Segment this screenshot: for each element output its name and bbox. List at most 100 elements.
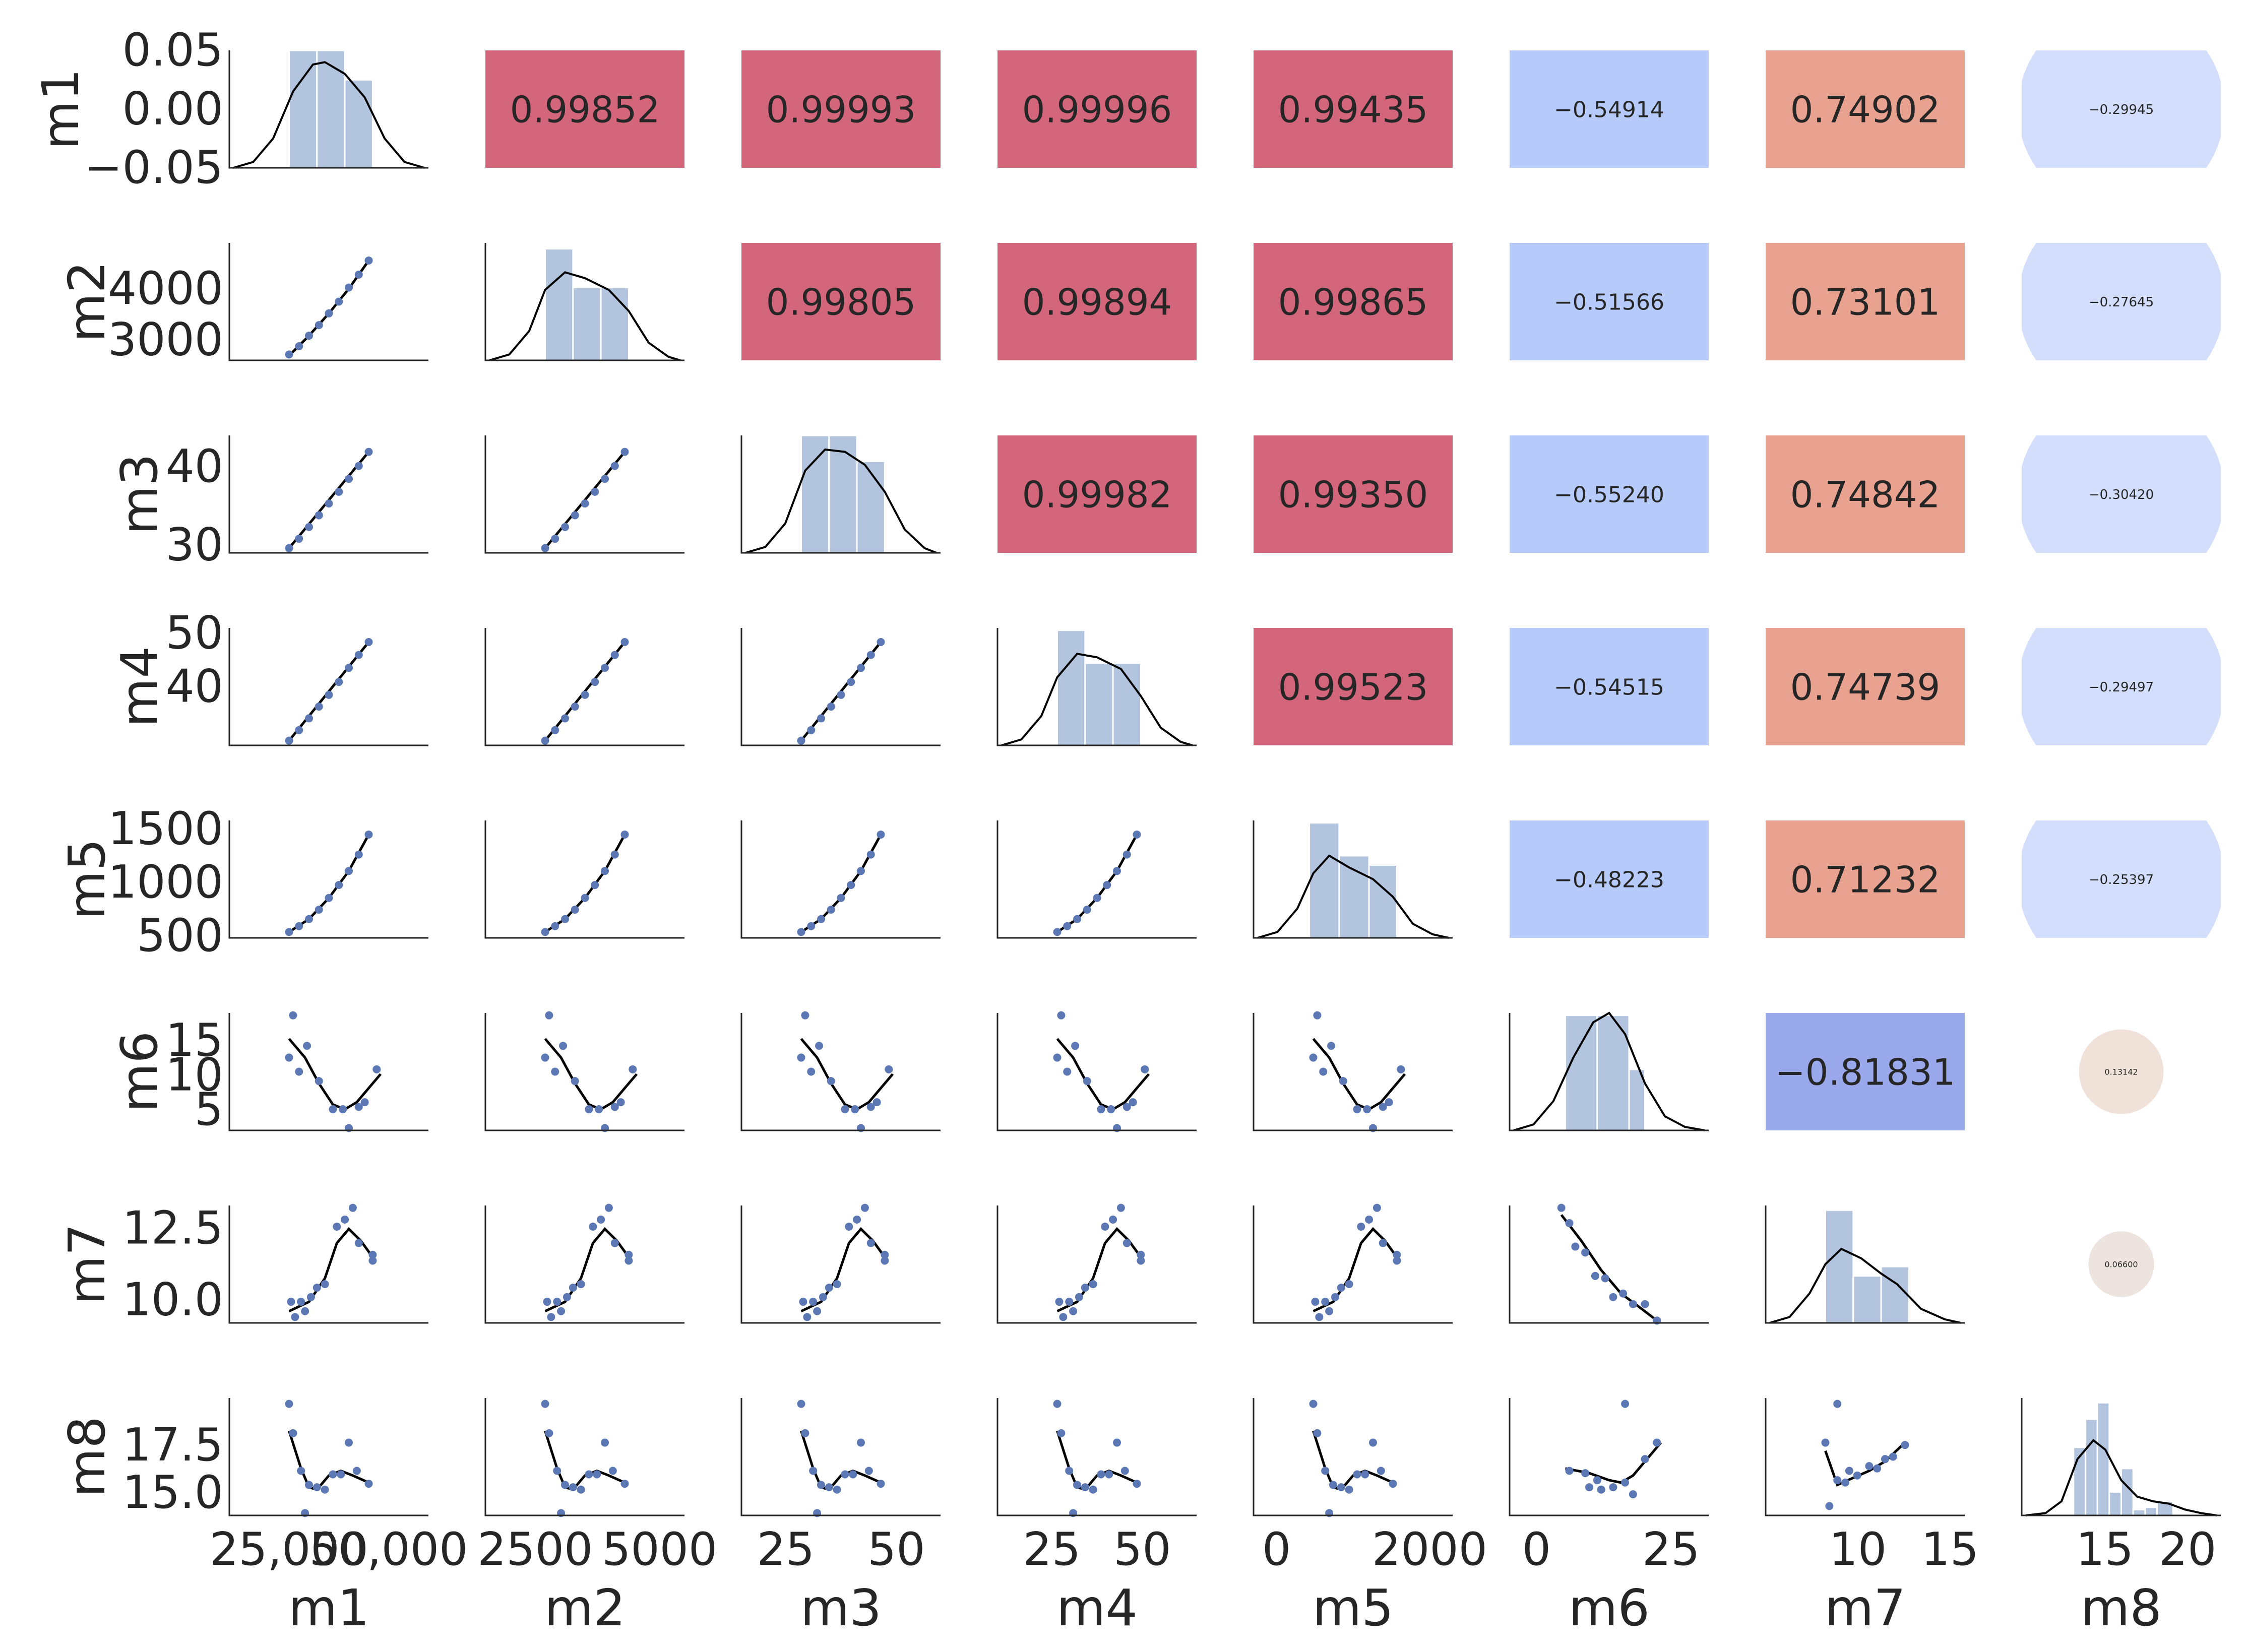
- scatter-point: [571, 511, 579, 520]
- y-tick-label: 10: [165, 1048, 223, 1101]
- scatter-m8-m3: [797, 1400, 885, 1517]
- scatter-point: [303, 1042, 311, 1050]
- x-tick-label: 50: [1113, 1523, 1171, 1576]
- corr-value: −0.54515: [1554, 674, 1664, 700]
- scatter-m7-m5: [1311, 1203, 1401, 1321]
- corr-value: 0.06600: [2104, 1259, 2138, 1269]
- scatter-point: [807, 726, 816, 734]
- scatter-point: [610, 850, 619, 859]
- scatter-point: [1385, 1098, 1393, 1107]
- hist-bar: [544, 248, 574, 361]
- x-tick-label: 0: [1522, 1523, 1551, 1576]
- scatter-point: [364, 638, 373, 646]
- scatter-point: [354, 1103, 363, 1111]
- scatter-point: [1581, 1248, 1590, 1257]
- scatter-point: [315, 906, 323, 914]
- corr-value: −0.29497: [2089, 680, 2154, 695]
- scatter-point: [297, 1298, 305, 1306]
- scatter-point: [866, 1103, 875, 1111]
- corr-cell-m5-m8: −0.25397: [2022, 820, 2221, 938]
- hist-bar: [828, 434, 858, 554]
- scatter-point: [585, 1470, 593, 1479]
- scatter-point: [551, 1067, 559, 1076]
- scatter-point: [1833, 1476, 1842, 1485]
- corr-value: −0.81831: [1775, 1051, 1955, 1093]
- y-tick-label: 10.0: [122, 1274, 223, 1326]
- x-tick-label: 25: [1642, 1523, 1700, 1576]
- scatter-point: [1109, 1215, 1117, 1224]
- scatter-point: [561, 1481, 569, 1489]
- scatter-point: [1313, 1011, 1322, 1020]
- scatter-point: [541, 736, 549, 745]
- corr-cell-fill: [1254, 243, 1453, 360]
- y-tick-label: 0.05: [122, 24, 223, 77]
- axis-spine: [484, 243, 684, 361]
- scatter-point: [571, 703, 579, 711]
- corr-cell-fill: [997, 435, 1197, 553]
- scatter-point: [329, 1470, 337, 1479]
- scatter-point: [305, 1481, 313, 1489]
- hist-bar: [1565, 1014, 1598, 1131]
- corr-cell-fill: [485, 50, 684, 168]
- axis-spine: [740, 1013, 941, 1131]
- scatter-point: [559, 1042, 568, 1050]
- corr-cell-m5-m7: 0.71232: [1766, 820, 1965, 938]
- scatter-point: [1369, 1438, 1377, 1447]
- scatter-point: [352, 1467, 361, 1475]
- scatter-point: [557, 1307, 566, 1315]
- fit-line: [1312, 1038, 1406, 1111]
- scatter-point: [563, 1293, 571, 1301]
- scatter-point: [866, 651, 875, 659]
- corr-cell-m6-m8: 0.13142: [2079, 1029, 2164, 1114]
- corr-cell-fill: [2022, 820, 2221, 938]
- scatter-point: [801, 1429, 809, 1437]
- corr-value: 0.99350: [1278, 473, 1428, 516]
- scatter-point: [315, 703, 323, 711]
- scatter-point: [1122, 850, 1131, 859]
- scatter-point: [285, 350, 293, 359]
- scatter-point: [1141, 1065, 1149, 1073]
- scatter-point: [372, 1065, 381, 1073]
- scatter-point: [1329, 1481, 1337, 1489]
- corr-cell-m2-m6: −0.51566: [1510, 243, 1709, 360]
- scatter-point: [620, 830, 629, 839]
- scatter-point: [825, 1284, 833, 1292]
- scatter-point: [1129, 1098, 1137, 1107]
- corr-cell-fill: [2088, 1231, 2154, 1297]
- scatter-point: [1601, 1274, 1609, 1283]
- kde-line: [489, 271, 681, 361]
- y-tick-label: 40: [165, 440, 223, 493]
- scatter-point: [1113, 1438, 1121, 1447]
- corr-value: 0.99996: [1022, 88, 1172, 131]
- scatter-point: [295, 342, 303, 351]
- corr-cell-m2-m8: −0.27645: [2022, 243, 2221, 360]
- scatter-point: [287, 1298, 295, 1306]
- scatter-point: [601, 664, 609, 672]
- axis-spine: [228, 820, 428, 939]
- scatter-point: [1641, 1455, 1649, 1464]
- scatter-point: [315, 1077, 323, 1086]
- x-tick-label: 2500: [477, 1523, 593, 1576]
- scatter-m6-m1: [285, 1011, 382, 1132]
- fit-line: [544, 834, 626, 933]
- scatter-point: [1345, 1485, 1353, 1494]
- corr-cell-m2-m5: 0.99865: [1254, 243, 1453, 360]
- corr-value: 0.99523: [1278, 666, 1428, 708]
- scatter-point: [553, 1467, 562, 1475]
- scatter-point: [1053, 928, 1062, 936]
- scatter-point: [1865, 1462, 1874, 1471]
- y-axis-label: m3: [110, 454, 169, 535]
- axis-spine: [2021, 1398, 2221, 1516]
- kde-line: [1769, 1247, 1961, 1324]
- scatter-point: [827, 703, 835, 711]
- hist-bar: [2144, 1506, 2158, 1516]
- scatter-m7-m1: [287, 1203, 377, 1321]
- scatter-point: [1113, 867, 1121, 875]
- hist-bar: [2084, 1418, 2098, 1516]
- axis-spine: [228, 1398, 428, 1516]
- scatter-point: [815, 1042, 824, 1050]
- scatter-point: [1315, 1313, 1324, 1321]
